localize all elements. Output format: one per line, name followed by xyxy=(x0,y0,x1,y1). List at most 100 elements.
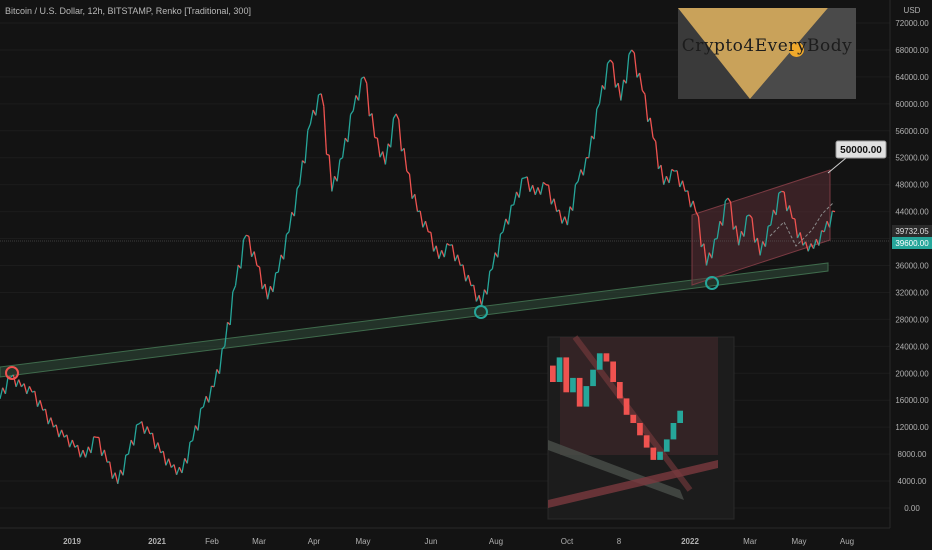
series-segment xyxy=(264,283,269,300)
series-segment xyxy=(34,391,39,407)
series-segment xyxy=(146,426,151,435)
series-segment xyxy=(136,423,140,426)
series-segment xyxy=(58,429,63,438)
y-tick-label: 8000.00 xyxy=(898,450,927,459)
series-segment xyxy=(775,193,780,216)
series-segment xyxy=(76,444,81,458)
series-segment xyxy=(475,294,480,302)
series-segment xyxy=(315,94,320,116)
marker-2019 xyxy=(5,366,19,380)
series-segment xyxy=(781,190,785,193)
marker-jul xyxy=(474,305,488,319)
series-segment xyxy=(122,455,127,476)
series-segment xyxy=(428,231,432,234)
series-segment xyxy=(502,218,507,232)
series-segment xyxy=(721,200,726,226)
series-segment xyxy=(390,118,395,148)
series-segment xyxy=(224,322,229,347)
series-segment xyxy=(703,243,708,266)
inset-brick xyxy=(670,423,677,440)
series-segment xyxy=(582,157,587,176)
inset-brick xyxy=(590,369,596,387)
series-segment xyxy=(617,83,622,101)
series-segment xyxy=(711,239,716,259)
series-segment xyxy=(79,449,84,458)
series-segment xyxy=(446,242,450,246)
inset-brick xyxy=(556,357,563,382)
series-segment xyxy=(804,241,809,252)
series-segment xyxy=(435,245,440,259)
series-segment xyxy=(347,114,352,143)
series-segment xyxy=(751,217,756,243)
series-segment xyxy=(192,425,197,441)
series-segment xyxy=(695,211,700,218)
series-segment xyxy=(331,176,336,192)
series-segment xyxy=(443,243,448,258)
series-segment xyxy=(398,119,403,152)
series-segment xyxy=(117,469,122,484)
series-segment xyxy=(620,79,625,101)
series-segment xyxy=(671,168,675,172)
series-segment xyxy=(299,160,304,185)
series-segment xyxy=(422,220,427,228)
series-segment xyxy=(90,436,95,454)
series-segment xyxy=(272,272,277,292)
series-segment xyxy=(756,237,761,256)
series-segment xyxy=(103,449,108,463)
x-tick-label: 2022 xyxy=(681,537,699,546)
series-segment xyxy=(384,143,389,165)
series-segment xyxy=(676,170,681,188)
series-segment xyxy=(352,95,357,111)
series-segment xyxy=(810,243,815,249)
series-segment xyxy=(456,254,461,266)
series-segment xyxy=(248,236,253,257)
x-axis: 2019 2021 Feb Mar Apr May Jun Aug Oct 8 2022 Mar May… xyxy=(0,527,890,546)
series-segment xyxy=(454,254,459,262)
series-segment xyxy=(767,224,772,227)
series-segment xyxy=(743,216,748,237)
watermark-text: Crypto4EveryBody xyxy=(681,36,853,56)
series-segment xyxy=(336,159,341,182)
target-label: 50000.00 xyxy=(840,145,882,156)
series-segment xyxy=(547,185,552,205)
series-segment xyxy=(341,138,346,158)
series-segment xyxy=(812,238,817,249)
series-segment xyxy=(828,210,833,228)
series-segment xyxy=(218,349,223,374)
series-segment xyxy=(12,374,17,387)
series-segment xyxy=(478,295,483,307)
series-segment xyxy=(727,197,732,203)
series-segment xyxy=(50,417,55,428)
series-segment xyxy=(173,464,178,475)
grid-lines xyxy=(0,22,890,509)
series-segment xyxy=(539,182,544,195)
x-tick-label: Jun xyxy=(425,537,438,546)
series-segment xyxy=(165,458,170,466)
watermark-logo: Crypto4EveryBody xyxy=(678,8,856,99)
series-segment xyxy=(665,175,670,184)
series-segment xyxy=(604,63,609,90)
series-segment xyxy=(26,386,31,395)
series-segment xyxy=(633,52,638,78)
series-segment xyxy=(213,369,218,387)
series-segment xyxy=(770,209,775,226)
series-segment xyxy=(382,151,387,165)
series-segment xyxy=(101,449,105,457)
x-tick-label: Aug xyxy=(489,537,503,546)
series-segment xyxy=(256,264,260,268)
series-segment xyxy=(518,178,523,198)
series-segment xyxy=(529,184,534,192)
x-tick-label: Mar xyxy=(252,537,266,546)
series-segment xyxy=(293,188,298,217)
series-segment xyxy=(266,286,271,300)
price-series xyxy=(0,49,836,484)
series-segment xyxy=(253,251,258,266)
series-segment xyxy=(392,113,397,119)
series-segment xyxy=(127,439,132,455)
series-segment xyxy=(788,205,793,219)
series-segment xyxy=(534,187,539,196)
series-segment xyxy=(141,421,146,434)
series-segment xyxy=(320,93,325,107)
series-segment xyxy=(167,458,172,468)
